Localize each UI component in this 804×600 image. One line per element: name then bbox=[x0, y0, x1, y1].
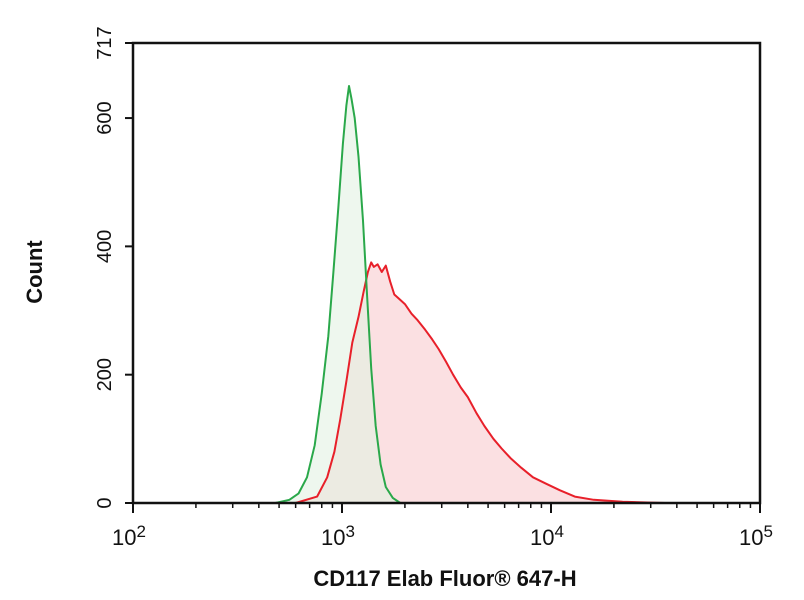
axes-layer bbox=[131, 41, 762, 505]
x-tick-label: 103 bbox=[321, 522, 355, 550]
y-tick-label: 600 bbox=[94, 101, 116, 134]
series-1-fill bbox=[295, 262, 665, 503]
y-tick-label: 400 bbox=[94, 230, 116, 263]
ticks-layer: 0 200 400 600 717 102 103 104 105 bbox=[94, 26, 773, 550]
x-axis-title: CD117 Elab Fluor® 647-H bbox=[313, 566, 576, 591]
series-layer bbox=[275, 85, 665, 504]
series-1-line bbox=[295, 261, 665, 504]
y-tick-label: 717 bbox=[94, 26, 116, 59]
x-tick-label: 105 bbox=[739, 522, 773, 550]
x-tick-label: 104 bbox=[530, 522, 564, 550]
y-tick-label: 0 bbox=[94, 497, 116, 508]
series-2-fill bbox=[275, 86, 401, 503]
x-tick-label: 102 bbox=[112, 522, 146, 550]
plot-frame bbox=[131, 41, 762, 505]
y-tick-label: 200 bbox=[94, 358, 116, 391]
series-2-line bbox=[275, 85, 401, 504]
y-axis-title: Count bbox=[22, 240, 47, 304]
